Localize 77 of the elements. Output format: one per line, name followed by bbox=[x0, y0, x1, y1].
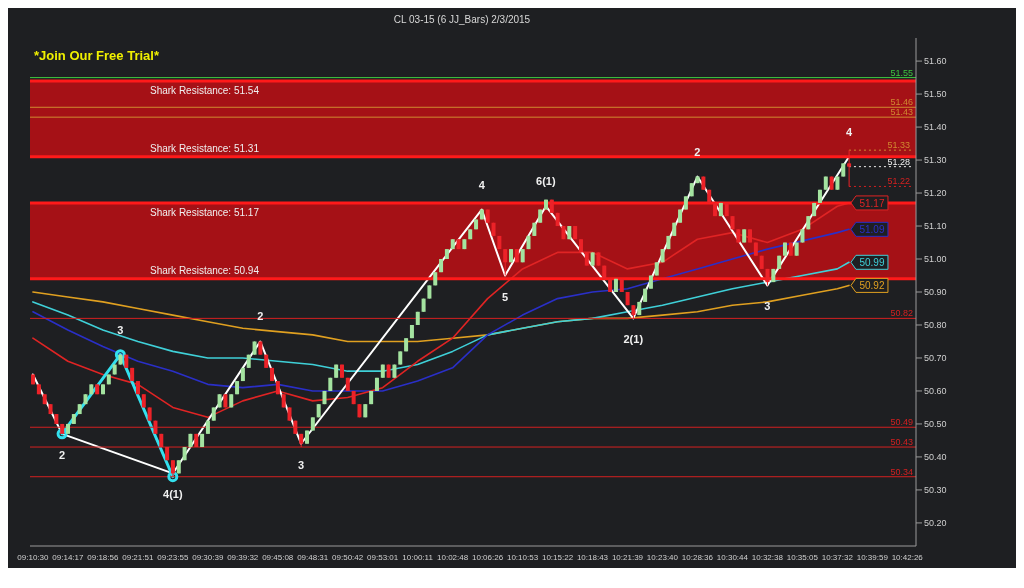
y-tick-label: 51.40 bbox=[924, 122, 947, 133]
ref-line-label: Shark Resistance: 51.31 bbox=[150, 142, 260, 154]
y-tick-label: 50.90 bbox=[924, 287, 947, 298]
x-tick-label: 09:18:56 bbox=[87, 552, 119, 562]
candlestick bbox=[503, 248, 508, 277]
y-tick-label: 51.50 bbox=[924, 89, 947, 100]
x-tick-label: 10:35:05 bbox=[786, 552, 819, 562]
x-tick-label: 10:02:48 bbox=[437, 552, 469, 562]
x-tick-label: 10:42:26 bbox=[891, 552, 924, 562]
y-tick-label: 50.70 bbox=[924, 353, 947, 364]
x-tick-label: 09:30:39 bbox=[192, 552, 224, 562]
ref-line-label: 51.43 bbox=[890, 107, 913, 118]
x-tick-label: 10:00:11 bbox=[402, 552, 434, 562]
annotation: 3 bbox=[763, 300, 772, 314]
annotation: 2 bbox=[58, 448, 67, 462]
x-tick-label: 10:06:26 bbox=[472, 552, 504, 562]
y-tick-label: 50.40 bbox=[924, 452, 947, 463]
y-tick-label: 51.10 bbox=[924, 221, 947, 232]
ref-line-label: 50.34 bbox=[890, 466, 913, 477]
point bbox=[56, 428, 68, 440]
x-tick-label: 10:28:36 bbox=[681, 552, 714, 562]
x-tick-label: 09:48:31 bbox=[297, 552, 329, 562]
data-label: 51.09 bbox=[859, 224, 885, 236]
x-tick-label: 10:21:39 bbox=[611, 552, 644, 562]
ref-line-label: Shark Resistance: 50.94 bbox=[150, 264, 260, 276]
ref-line-label: Shark Resistance: 51.17 bbox=[150, 206, 260, 218]
point bbox=[114, 349, 126, 361]
ref-line-label: 51.33 bbox=[887, 140, 911, 151]
ref-line-label: 51.46 bbox=[890, 97, 913, 108]
data-label: 50.99 bbox=[859, 257, 885, 269]
annotation: 4 bbox=[477, 178, 486, 192]
ref-line-label: 51.28 bbox=[887, 156, 911, 167]
y-tick-label: 51.60 bbox=[924, 56, 947, 67]
annotation: 3 bbox=[116, 323, 125, 337]
candlestick bbox=[847, 149, 852, 187]
x-tick-label: 10:15:22 bbox=[541, 552, 574, 562]
chart-title: CL 03-15 (6 JJ_Bars) 2/3/2015 bbox=[392, 14, 532, 25]
y-tick-label: 50.20 bbox=[924, 518, 947, 529]
y-tick-label: 51.00 bbox=[924, 254, 947, 265]
x-tick-label: 10:30:44 bbox=[716, 552, 749, 562]
annotation: 6(1) bbox=[535, 175, 557, 189]
x-tick-label: 09:21:51 bbox=[122, 552, 154, 562]
x-tick-label: 10:39:59 bbox=[856, 552, 889, 562]
x-tick-label: 09:10:30 bbox=[17, 552, 50, 562]
ref-line-label: 51.55 bbox=[890, 67, 913, 78]
x-tick-label: 09:23:55 bbox=[157, 552, 189, 562]
x-tick-label: 09:53:01 bbox=[367, 552, 399, 562]
annotation: 4(1) bbox=[162, 488, 184, 502]
x-tick-label: 09:50:42 bbox=[332, 552, 364, 562]
annotation: 5 bbox=[501, 290, 510, 304]
data-label: 51.17 bbox=[859, 197, 885, 209]
point bbox=[167, 471, 179, 483]
y-tick-label: 51.20 bbox=[924, 188, 947, 199]
ref-line-label: 50.49 bbox=[890, 417, 913, 428]
y-tick-label: 50.50 bbox=[924, 419, 947, 430]
annotation: 4 bbox=[844, 125, 853, 139]
x-tick-label: 09:39:32 bbox=[227, 552, 259, 562]
y-tick-label: 50.60 bbox=[924, 386, 947, 397]
data-label: 50.92 bbox=[859, 280, 885, 292]
annotation: 3 bbox=[296, 458, 306, 472]
y-tick-label: 50.80 bbox=[924, 320, 947, 331]
x-tick-label: 10:18:43 bbox=[576, 552, 609, 562]
x-tick-label: 10:23:40 bbox=[646, 552, 679, 562]
x-tick-label: 10:37:32 bbox=[821, 552, 854, 562]
x-tick-label: 09:45:08 bbox=[262, 552, 294, 562]
x-tick-label: 10:32:38 bbox=[751, 552, 784, 562]
ref-line-label: 51.22 bbox=[887, 176, 911, 187]
annotation: 2 bbox=[693, 145, 702, 159]
ref-line-label: 50.43 bbox=[890, 437, 913, 448]
y-tick-label: 50.30 bbox=[924, 485, 947, 496]
y-tick-label: 51.30 bbox=[924, 155, 947, 166]
x-tick-label: 10:10:53 bbox=[506, 552, 539, 562]
annotation: *Join Our Free Trial* bbox=[34, 48, 159, 63]
x-tick-label: 09:14:17 bbox=[52, 552, 85, 562]
ref-line-label: 50.82 bbox=[890, 308, 913, 319]
ref-line-label: Shark Resistance: 51.54 bbox=[150, 84, 260, 96]
annotation: 2(1) bbox=[622, 333, 645, 347]
